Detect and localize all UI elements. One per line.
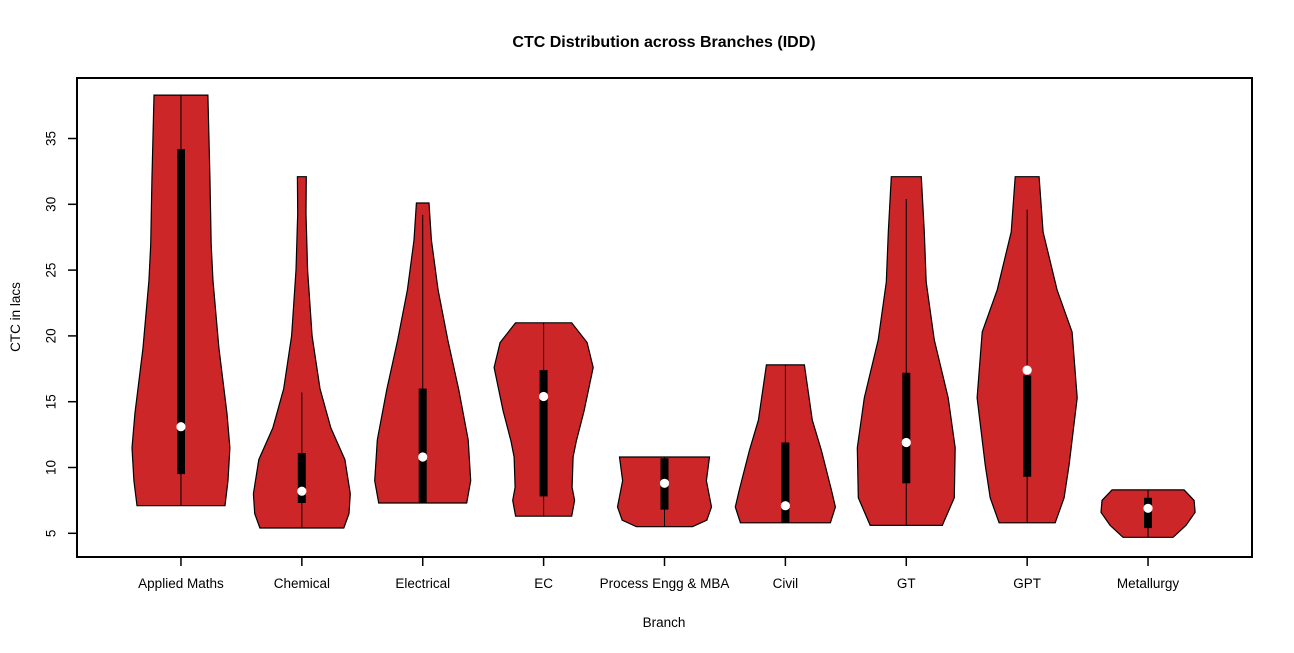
axes-layer: Applied Maths Chemical Electrical EC Process… (44, 131, 1180, 591)
median-dot (1143, 503, 1153, 513)
iqr-box (781, 442, 790, 523)
violins-layer (131, 94, 1196, 538)
y-axis-label: CTC in lacs (8, 282, 23, 352)
violin-metallurgy (1100, 489, 1196, 538)
violin-ec (493, 322, 594, 517)
x-tick-label-gpt: GPT (1013, 576, 1041, 591)
violin-gpt (976, 176, 1078, 524)
x-tick-label-electrical: Electrical (395, 576, 450, 591)
y-tick-label: 35 (44, 131, 59, 146)
violin-gt (856, 176, 956, 527)
y-tick-label: 10 (44, 460, 59, 475)
median-dot (418, 452, 428, 462)
iqr-box (902, 372, 911, 484)
median-dot (901, 437, 911, 448)
plot-border (76, 77, 1253, 558)
iqr-box (177, 149, 185, 475)
violin-shape (252, 176, 351, 529)
y-tick-label: 25 (44, 263, 59, 278)
violin-electrical (374, 202, 472, 504)
violin-process-engg-mba (616, 456, 713, 528)
median-dot (780, 501, 790, 511)
x-tick-label-chemical: Chemical (274, 576, 330, 591)
violin-applied-maths (131, 94, 231, 507)
iqr-box (1144, 497, 1152, 529)
y-tick-label: 15 (44, 394, 59, 409)
x-tick-label-ec: EC (534, 576, 553, 591)
x-tick-label-civil: Civil (773, 576, 799, 591)
x-axis-label: Branch (643, 615, 686, 630)
y-tick-label: 20 (44, 328, 59, 343)
iqr-box (539, 370, 548, 497)
y-tick-label: 5 (44, 530, 59, 538)
violin-civil (734, 364, 837, 524)
chart-title: CTC Distribution across Branches (IDD) (512, 34, 815, 51)
iqr-box (297, 453, 306, 503)
iqr-box (418, 388, 427, 504)
median-dot (659, 478, 670, 488)
median-dot (176, 422, 186, 432)
x-tick-label-metallurgy: Metallurgy (1117, 576, 1180, 591)
median-dot (539, 391, 549, 402)
median-dot (1022, 365, 1032, 375)
x-tick-label-process-engg-mba: Process Engg & MBA (600, 576, 730, 591)
violin-chemical (252, 176, 351, 529)
iqr-box (1023, 375, 1032, 477)
x-tick-label-gt: GT (897, 576, 916, 591)
y-tick-label: 30 (44, 197, 59, 212)
x-tick-label-applied-maths: Applied Maths (138, 576, 224, 591)
median-dot (297, 486, 307, 496)
